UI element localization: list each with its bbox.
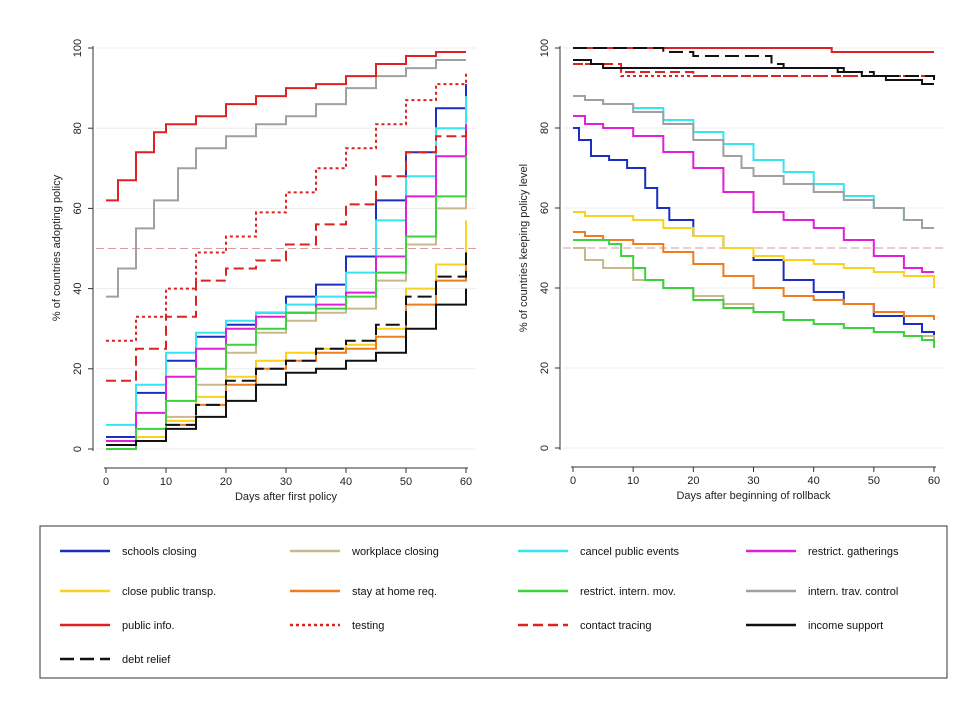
y-tick-label: 100 <box>72 39 84 57</box>
y-tick-label: 60 <box>539 202 551 214</box>
y-tick-label: 40 <box>72 282 84 294</box>
x-tick-label: 40 <box>808 475 820 487</box>
series-line-restrict-gatherings <box>573 115 934 273</box>
x-tick-label: 30 <box>747 475 759 487</box>
x-tick-label: 0 <box>103 476 109 488</box>
x-axis-title: Days after first policy <box>235 491 338 503</box>
series-line-stay-at-home-req <box>573 231 935 320</box>
y-tick-label: 20 <box>539 362 551 374</box>
legend-label: restrict. intern. mov. <box>580 586 676 598</box>
left-panel-adoption: 0 20 40 60 80 100 0 10 20 30 40 50 60 Days after firs… <box>51 39 476 503</box>
legend-label: workplace closing <box>351 546 439 558</box>
legend-label: cancel public events <box>580 546 680 558</box>
series-line-intern-trav-control <box>106 59 466 298</box>
y-tick-label: 60 <box>72 202 84 214</box>
y-tick-label: 100 <box>539 39 551 57</box>
x-tick-label: 10 <box>160 476 172 488</box>
series-line-close-public-transp <box>573 211 935 288</box>
legend-label: testing <box>352 620 384 632</box>
legend: schools closing workplace closing cancel p… <box>39 525 948 679</box>
x-tick-label: 60 <box>928 475 940 487</box>
series-line-debt-relief <box>573 47 935 80</box>
x-tick-label: 50 <box>868 475 880 487</box>
x-axis-title: Days after beginning of rollback <box>676 490 831 502</box>
legend-label: intern. trav. control <box>808 586 898 598</box>
series-line-debt-relief <box>106 252 467 446</box>
y-tick-label: 40 <box>539 282 551 294</box>
y-axis-title: % of countries keeping policy level <box>518 164 530 332</box>
x-tick-label: 0 <box>570 475 576 487</box>
legend-label: restrict. gatherings <box>808 546 899 558</box>
x-tick-label: 60 <box>460 476 472 488</box>
right-panel-rollback: 0 20 40 60 80 100 0 10 20 30 40 50 60 Days after begi… <box>518 39 944 502</box>
legend-label: debt relief <box>122 654 171 666</box>
legend-label: public info. <box>122 620 175 632</box>
y-tick-label: 0 <box>72 446 84 452</box>
series-line-intern-trav-control <box>573 95 934 229</box>
y-axis-title: % of countries adopting policy <box>51 174 63 321</box>
x-tick-label: 30 <box>280 476 292 488</box>
y-tick-label: 80 <box>72 122 84 134</box>
x-tick-label: 50 <box>400 476 412 488</box>
series-line-contact-tracing <box>106 128 467 382</box>
series-line-restrict-intern-mov <box>106 156 467 450</box>
legend-label: schools closing <box>122 546 197 558</box>
legend-label: close public transp. <box>122 586 216 598</box>
series-line-contact-tracing <box>573 63 935 80</box>
y-tick-label: 20 <box>72 363 84 375</box>
series-line-public-info <box>106 51 466 202</box>
legend-label: contact tracing <box>580 620 652 632</box>
x-tick-label: 10 <box>627 475 639 487</box>
y-tick-label: 80 <box>539 122 551 134</box>
series-line-income-support <box>106 288 467 446</box>
series-line-restrict-intern-mov <box>573 239 935 348</box>
legend-label: stay at home req. <box>352 586 437 598</box>
legend-box <box>39 525 948 679</box>
legend-label: income support <box>808 620 883 632</box>
series-line-testing <box>106 72 467 342</box>
x-tick-label: 40 <box>340 476 352 488</box>
x-tick-label: 20 <box>687 475 699 487</box>
x-tick-label: 20 <box>220 476 232 488</box>
y-tick-label: 0 <box>539 445 551 451</box>
